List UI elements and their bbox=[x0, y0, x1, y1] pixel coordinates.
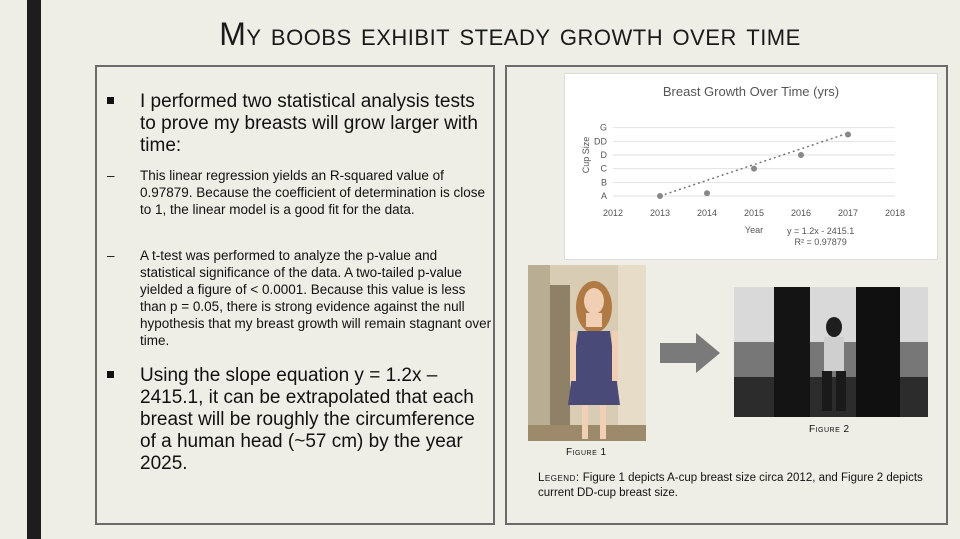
x-tick-label: 2013 bbox=[650, 208, 670, 218]
figure-1-photo bbox=[528, 265, 646, 441]
figure-legend: Legend: Figure 1 depicts A-cup breast si… bbox=[538, 471, 938, 501]
data-point bbox=[704, 190, 710, 197]
x-tick-label: 2016 bbox=[791, 208, 811, 218]
figure-1-caption: Figure 1 bbox=[566, 447, 607, 458]
figure-panel: Breast Growth Over Time (yrs) A B C D DD G 201… bbox=[505, 65, 948, 525]
equation-text: y = 1.2x - 2415.1 bbox=[787, 226, 855, 236]
sub-bullet-2-text: A t-test was performed to analyze the p-… bbox=[140, 248, 492, 348]
x-tick-label: 2015 bbox=[744, 208, 764, 218]
x-tick-label: 2014 bbox=[697, 208, 717, 218]
data-point bbox=[751, 165, 757, 172]
bullet-square-icon bbox=[107, 371, 114, 378]
trendline bbox=[659, 132, 849, 197]
legend-key: Legend: bbox=[538, 472, 580, 484]
arrow-right-icon bbox=[660, 333, 720, 373]
data-point bbox=[657, 193, 663, 199]
sub-bullet-1-text: This linear regression yields an R-squar… bbox=[140, 168, 485, 217]
r-squared-text: R² = 0.97879 bbox=[794, 237, 847, 247]
left-accent-bar bbox=[27, 0, 41, 539]
y-tick-label: DD bbox=[594, 136, 607, 146]
y-tick-label: G bbox=[600, 123, 607, 133]
x-tick-label: 2017 bbox=[838, 208, 858, 218]
figure-2-caption: Figure 2 bbox=[809, 424, 850, 435]
chart-card: Breast Growth Over Time (yrs) A B C D DD G 201… bbox=[564, 73, 938, 260]
slide-title: My boobs exhibit steady growth over time bbox=[219, 16, 801, 52]
chart-equation: y = 1.2x - 2415.1 R² = 0.97879 bbox=[787, 226, 854, 248]
figure-2-photo bbox=[734, 287, 928, 417]
legend-text: Figure 1 depicts A-cup breast size circa… bbox=[538, 472, 923, 499]
text-panel: I performed two statistical analysis tes… bbox=[95, 65, 495, 525]
bullet-square-icon bbox=[107, 97, 114, 104]
y-tick-label: B bbox=[601, 177, 607, 187]
dash-icon: – bbox=[107, 248, 115, 263]
woman-between-trees-image bbox=[734, 287, 928, 417]
dash-icon: – bbox=[107, 168, 115, 183]
bullet-1-text: I performed two statistical analysis tes… bbox=[140, 91, 478, 156]
data-point bbox=[845, 131, 851, 138]
bullet-2-text: Using the slope equation y = 1.2x – 2415… bbox=[140, 365, 475, 474]
x-tick-label: 2018 bbox=[885, 208, 905, 218]
chart-title: Breast Growth Over Time (yrs) bbox=[662, 84, 840, 99]
girl-in-dress-image bbox=[528, 265, 646, 441]
y-tick-label: C bbox=[601, 164, 608, 174]
data-point bbox=[798, 152, 804, 158]
x-axis-label: Year bbox=[745, 225, 763, 235]
y-tick-label: A bbox=[601, 191, 607, 201]
y-axis-label: Cup Size bbox=[581, 137, 591, 174]
y-tick-label: D bbox=[601, 150, 608, 160]
x-tick-label: 2012 bbox=[603, 208, 623, 218]
